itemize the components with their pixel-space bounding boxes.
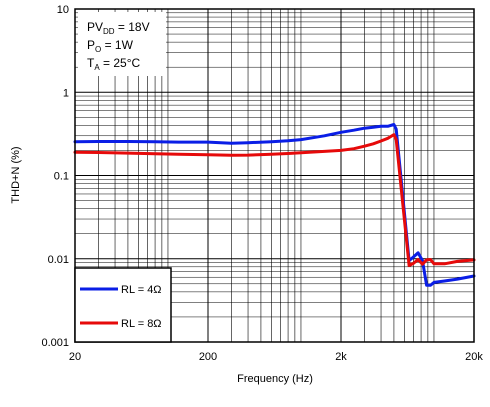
x-tick-label: 20 [69, 351, 81, 363]
x-axis-label: Frequency (Hz) [237, 373, 313, 385]
y-axis-label: THD+N (%) [10, 146, 22, 203]
y-tick-label: 0.01 [48, 254, 69, 266]
plot-frame [74, 8, 475, 343]
y-tick-label: 10 [57, 4, 69, 16]
legend-label-rl-8-ohm: RL = 8Ω [121, 318, 162, 330]
x-tick-label: 20k [465, 351, 483, 363]
x-tick-label: 2k [335, 351, 347, 363]
annotation-line-1: PVDD = 18V [87, 20, 150, 36]
y-tick-labels: 10 1 0.1 0.01 0.001 [41, 4, 69, 349]
conditions-annotation: PVDD = 18V PO = 1W TA = 25°C [78, 12, 166, 76]
legend-box [74, 267, 172, 343]
annotation-line-2: PO = 1W [87, 38, 134, 54]
y-tick-label: 0.001 [41, 337, 69, 349]
series-line-rl-8-ohm [73, 133, 476, 267]
legend-label-rl-4-ohm: RL = 4Ω [121, 284, 162, 296]
legend: RL = 4Ω RL = 8Ω [74, 267, 172, 343]
series-layer [73, 123, 476, 287]
series-line-rl-4-ohm [73, 123, 476, 287]
annotation-line-3: TA = 25°C [87, 56, 141, 72]
y-tick-label: 0.1 [54, 171, 69, 183]
y-tick-label: 1 [63, 87, 69, 99]
x-tick-labels: 20 200 2k 20k [69, 351, 483, 363]
x-tick-label: 200 [199, 351, 217, 363]
